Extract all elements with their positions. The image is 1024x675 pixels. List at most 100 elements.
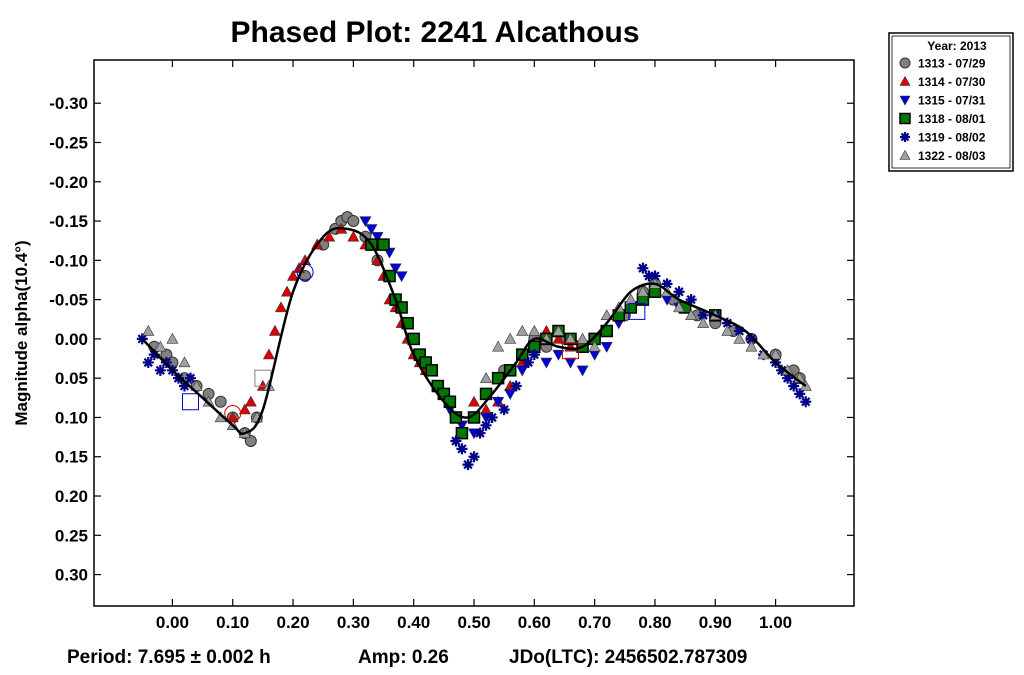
data-point-1314-07-30	[287, 269, 300, 281]
data-point-1319-08-02	[468, 451, 480, 463]
data-point-1319-08-02	[782, 372, 794, 384]
legend-marker-1313-07-29	[899, 57, 911, 69]
x-tick-label: 0.90	[699, 613, 732, 632]
data-point-1318-08-01	[395, 301, 408, 314]
data-point-1319-08-02	[178, 380, 190, 392]
legend-marker-1315-07-31	[899, 95, 911, 106]
legend-marker-1319-08-02	[900, 132, 910, 142]
chart-title: Phased Plot: 2241 Alcathous	[230, 16, 639, 49]
x-axis-ticks: 0.00 0.10 0.20 0.30 0.40 0.50 0.60 0.70 0.80 0.90…	[156, 60, 792, 632]
data-point-1315-07-31	[365, 224, 378, 236]
data-point-1319-08-02	[788, 380, 800, 392]
data-point-1319-08-02	[474, 427, 486, 439]
data-point-1315-07-31	[504, 389, 517, 401]
data-point-1314-07-30	[467, 395, 481, 407]
amplitude-text: Amp: 0.26	[358, 647, 449, 668]
legend-title: Year: 2013	[927, 39, 987, 53]
data-point-1322-08-03	[190, 379, 203, 391]
data-point-1315-07-31	[395, 271, 408, 283]
data-point-1319-08-02	[800, 396, 812, 408]
data-point-1322-08-03	[769, 348, 782, 360]
data-point-1319-08-02	[721, 317, 733, 329]
data-point-1313-07-29	[347, 215, 360, 228]
data-point-1319-08-02	[462, 459, 474, 471]
data-point-1322-08-03	[624, 293, 637, 305]
legend-inner-box	[891, 35, 1011, 169]
data-point-1322-08-03	[673, 301, 686, 313]
data-point-1322-08-03	[516, 324, 529, 336]
x-tick-label: 0.00	[156, 613, 189, 632]
legend-marker-1318-08-01	[899, 112, 911, 125]
data-point-1319-08-02	[498, 404, 510, 416]
data-point-1322-08-03	[685, 309, 698, 321]
data-point-1319-08-02	[185, 372, 197, 384]
data-point-1319-08-02	[697, 309, 709, 321]
y-tick-label: 0.10	[55, 408, 88, 427]
legend-marker-1314-07-30	[899, 75, 911, 86]
data-point-1319-08-02	[136, 333, 148, 345]
data-point-1319-08-02	[733, 325, 745, 337]
y-axis-ticks: -0.30 -0.25 -0.20 -0.15 -0.10 -0.05 0.00 0.05 0.…	[49, 94, 854, 585]
data-point-1322-08-03	[721, 324, 734, 336]
data-point-1319-08-02	[142, 356, 154, 368]
data-point-1314-07-30	[552, 332, 565, 344]
data-point-1322-08-03	[552, 324, 565, 336]
data-point-1319-08-02	[776, 364, 788, 376]
data-point-1322-08-03	[492, 340, 505, 352]
y-tick-label: 0.05	[55, 369, 88, 388]
y-tick-label: -0.15	[49, 212, 88, 231]
data-point-1319-08-02	[480, 419, 492, 431]
data-point-1322-08-03	[142, 324, 155, 336]
data-point-1322-08-03	[178, 356, 191, 368]
x-tick-label: 0.60	[518, 613, 551, 632]
data-point-1314-07-30	[268, 324, 281, 336]
data-point-1319-08-02	[685, 294, 697, 306]
y-tick-label: -0.10	[49, 251, 88, 270]
epoch-text: JDo(LTC): 2456502.787309	[509, 647, 747, 668]
data-point-1322-08-03	[745, 340, 758, 352]
data-point-1315-07-31	[492, 397, 505, 408]
data-point-1319-08-02	[160, 356, 172, 368]
data-point-1322-08-03	[166, 332, 179, 344]
data-point-1315-07-31	[359, 216, 372, 228]
y-tick-label: 0.30	[55, 566, 88, 585]
data-point-1319-08-02	[486, 411, 498, 423]
y-tick-label: 0.00	[55, 330, 88, 349]
data-point-1319-08-02	[528, 349, 540, 361]
fourier-fit-curve	[141, 226, 807, 436]
data-point-1319-08-02	[649, 270, 661, 282]
legend-label-1313-07-29: 1313 - 07/29	[918, 57, 986, 71]
y-tick-label: -0.30	[49, 94, 88, 113]
data-point-1319-08-02	[745, 333, 757, 345]
data-point-1322-08-03	[733, 332, 746, 344]
y-tick-label: 0.15	[55, 448, 88, 467]
x-tick-label: 0.30	[337, 613, 370, 632]
legend-label-1322-08-03: 1322 - 08/03	[918, 149, 986, 163]
data-points	[136, 211, 812, 471]
legend: Year: 2013 1313 - 07/29 1314 - 07/30 1315 …	[888, 32, 1014, 172]
legend-items: 1313 - 07/29 1314 - 07/30 1315 - 07/31 1318…	[899, 57, 986, 163]
data-point-1314-07-30	[274, 301, 287, 313]
data-point-1314-07-30	[347, 230, 360, 242]
period-text: Period: 7.695 ± 0.002 h	[67, 647, 271, 668]
x-tick-label: 1.00	[759, 613, 792, 632]
legend-label-1315-07-31: 1315 - 07/31	[918, 94, 986, 108]
legend-label-1319-08-02: 1319 - 08/02	[918, 131, 986, 145]
data-point-1314-07-30	[323, 230, 336, 242]
data-point-1313-07-29	[244, 435, 257, 448]
data-point-1319-08-02	[661, 278, 673, 290]
data-point-1319-08-02	[794, 388, 806, 400]
data-point-1314-07-30	[238, 403, 251, 415]
data-point-1319-08-02	[172, 372, 184, 384]
legend-marker-1322-08-03	[899, 149, 911, 160]
legend-label-1318-08-01: 1318 - 08/01	[918, 112, 986, 126]
data-point-1319-08-02	[643, 270, 655, 282]
data-point-1315-07-31	[516, 365, 529, 377]
y-axis-label: Magnitude alpha(10.4°)	[12, 240, 31, 425]
data-point-1319-08-02	[148, 349, 160, 361]
highlight-marker	[182, 393, 200, 411]
data-point-1315-07-31	[564, 357, 577, 369]
data-point-1315-07-31	[600, 342, 613, 353]
highlight-marker	[628, 302, 646, 320]
